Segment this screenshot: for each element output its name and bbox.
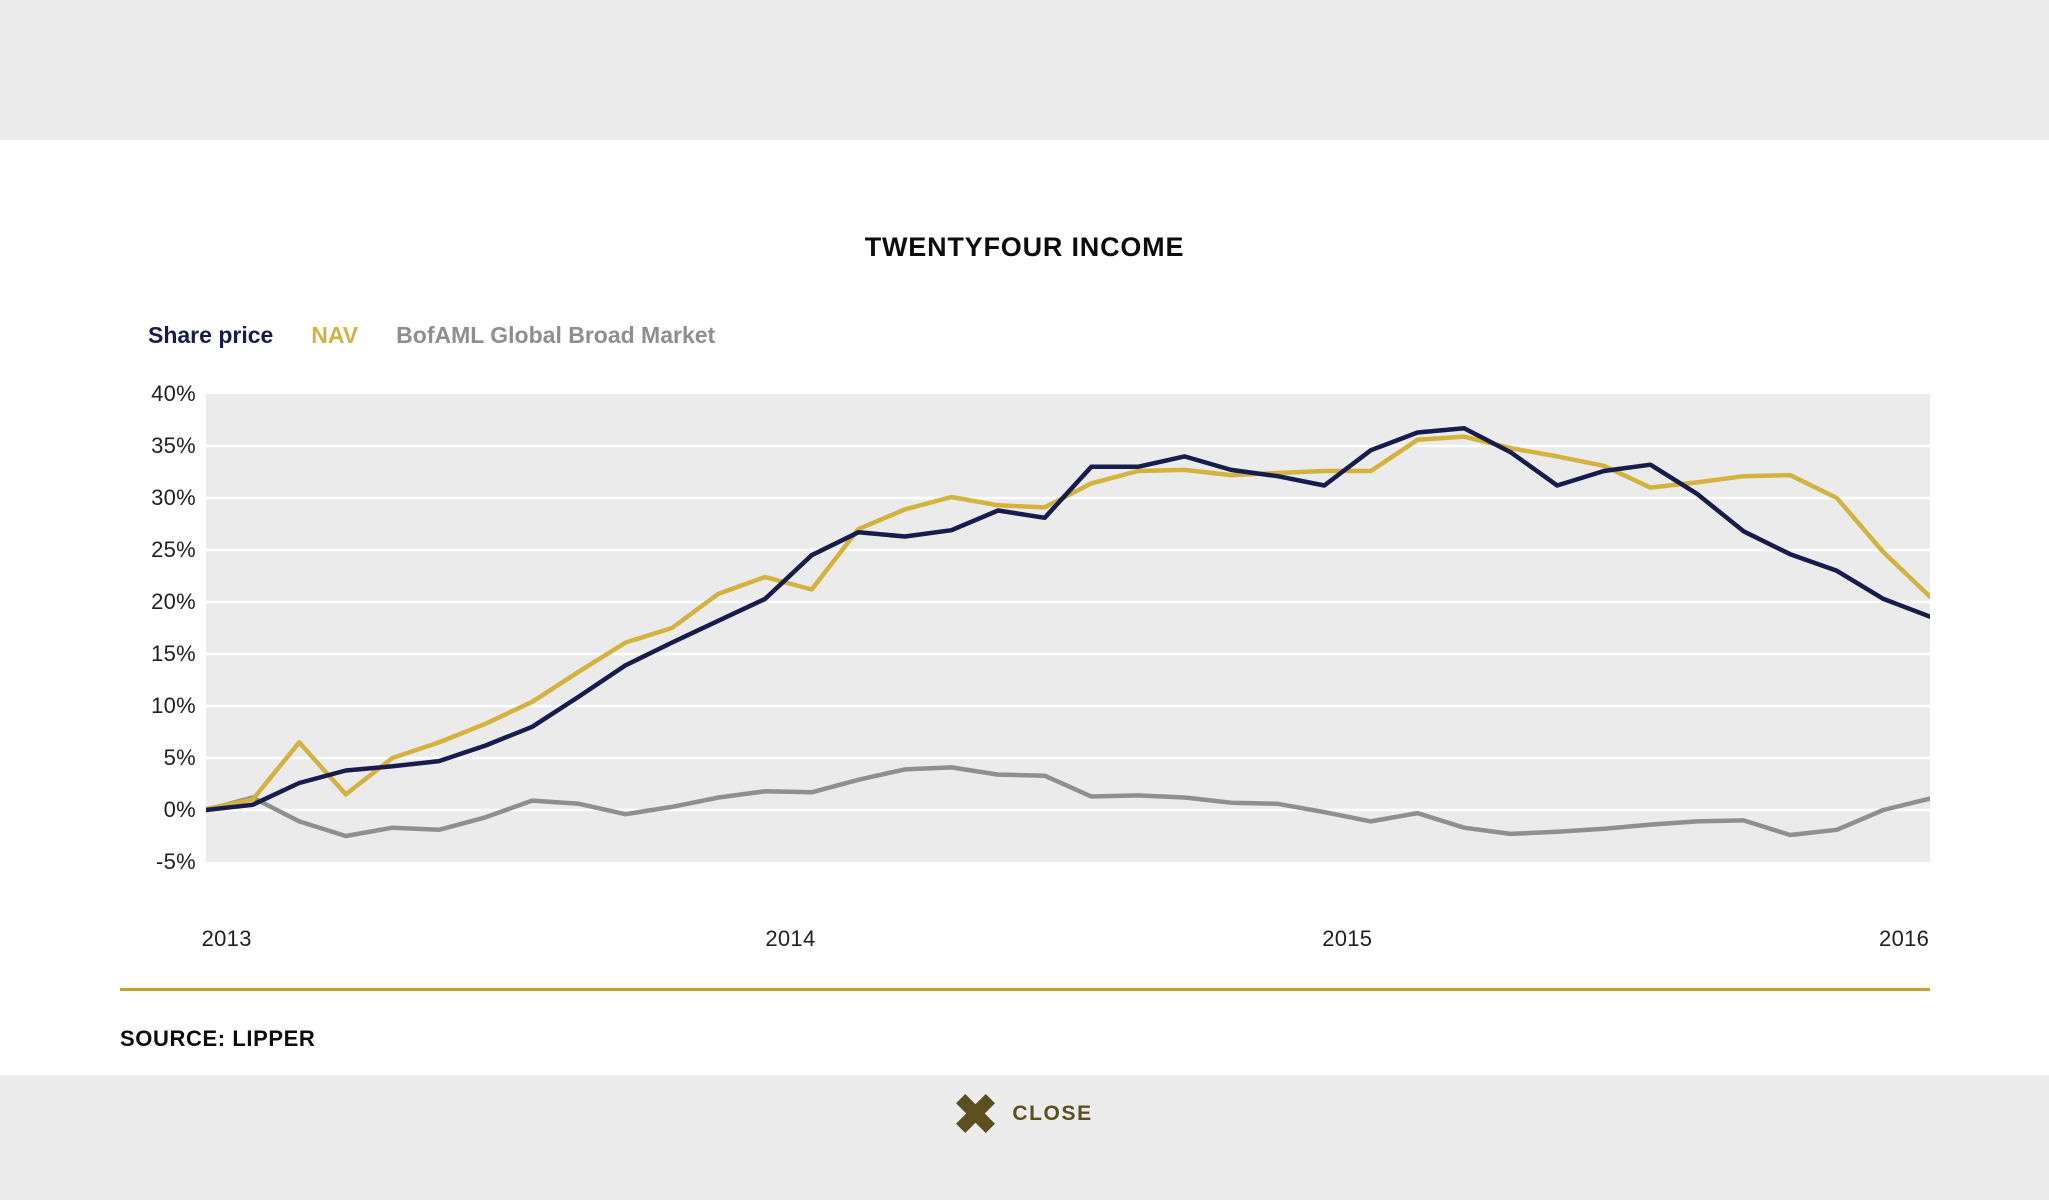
y-axis-label-25pct: 25% xyxy=(151,537,196,562)
y-axis-label--5pct: -5% xyxy=(155,849,196,874)
chart-plot xyxy=(206,394,1930,862)
y-axis-label-10pct: 10% xyxy=(151,693,196,718)
x-axis-label-2014: 2014 xyxy=(765,926,816,951)
series-line-share-price xyxy=(206,426,1930,813)
top-band xyxy=(0,0,2049,140)
x-axis: 2013 2014 2015 2016 xyxy=(202,926,1930,966)
source-note: SOURCE: LIPPER xyxy=(120,1026,316,1051)
chart-legend: Share price NAV BofAML Global Broad Mark… xyxy=(148,322,715,349)
y-axis-label-30pct: 30% xyxy=(151,485,196,510)
legend-item-share-price: Share price xyxy=(148,322,274,348)
x-axis-label-2013: 2013 xyxy=(201,926,252,951)
close-x-glyph xyxy=(956,1094,996,1133)
x-axis-label-2015: 2015 xyxy=(1322,926,1373,951)
y-axis-label-5pct: 5% xyxy=(163,745,196,770)
y-axis-label-40pct: 40% xyxy=(151,381,196,406)
plot-background xyxy=(206,394,1930,862)
y-axis-label-15pct: 15% xyxy=(151,641,196,666)
y-axis: 40% 35% 30% 25% 20% 15% 10% 5% 0% -5% xyxy=(0,0,196,1200)
bottom-band xyxy=(0,1075,2049,1200)
y-axis-label-0pct: 0% xyxy=(163,797,196,822)
close-button[interactable]: CLOSE xyxy=(0,1094,2049,1133)
legend-item-nav: NAV xyxy=(311,322,359,348)
chart-title: TWENTYFOUR INCOME xyxy=(864,232,1185,262)
y-axis-label-20pct: 20% xyxy=(151,589,196,614)
chart-plot-area xyxy=(206,394,1930,862)
close-button-label: CLOSE xyxy=(1012,1101,1093,1125)
x-axis-label-2016: 2016 xyxy=(1879,926,1930,951)
close-x-icon xyxy=(956,1094,996,1133)
legend-item-bofaml: BofAML Global Broad Market xyxy=(396,322,716,348)
series-line-bofaml-global-broad-market xyxy=(206,765,1930,839)
gold-divider-rule xyxy=(120,988,1930,991)
y-axis-label-35pct: 35% xyxy=(151,433,196,458)
